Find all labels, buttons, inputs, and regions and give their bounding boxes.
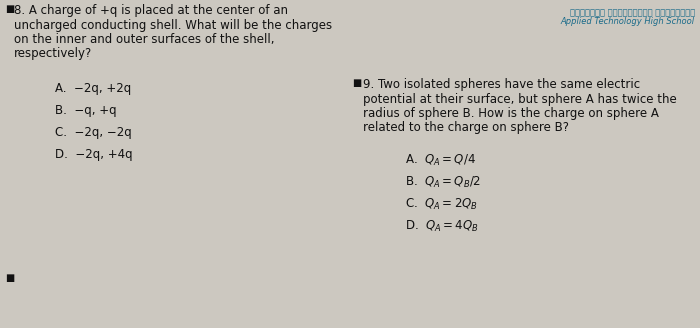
Text: ■: ■: [352, 78, 361, 88]
Text: B.  $Q_A = Q_B/2$: B. $Q_A = Q_B/2$: [405, 175, 481, 190]
Text: uncharged conducting shell. What will be the charges: uncharged conducting shell. What will be…: [14, 18, 332, 31]
Text: C.  −2q, −2q: C. −2q, −2q: [55, 126, 132, 139]
Text: 8. A charge of +q is placed at the center of an: 8. A charge of +q is placed at the cente…: [14, 4, 288, 17]
Text: on the inner and outer surfaces of the shell,: on the inner and outer surfaces of the s…: [14, 33, 274, 46]
Text: potential at their surface, but sphere A has twice the: potential at their surface, but sphere A…: [363, 92, 677, 106]
Text: التقنية التطبيقية الثانوية: التقنية التطبيقية الثانوية: [570, 8, 695, 17]
Text: C.  $Q_A = 2Q_B$: C. $Q_A = 2Q_B$: [405, 197, 478, 212]
Text: radius of sphere B. How is the charge on sphere A: radius of sphere B. How is the charge on…: [363, 107, 659, 120]
Text: ■: ■: [5, 4, 14, 14]
Text: respectively?: respectively?: [14, 48, 92, 60]
Text: D.  $Q_A = 4Q_B$: D. $Q_A = 4Q_B$: [405, 219, 479, 234]
Text: 9. Two isolated spheres have the same electric: 9. Two isolated spheres have the same el…: [363, 78, 640, 91]
Text: A.  $Q_A = Q/4$: A. $Q_A = Q/4$: [405, 153, 476, 168]
Text: D.  −2q, +4q: D. −2q, +4q: [55, 148, 132, 161]
Text: related to the charge on sphere B?: related to the charge on sphere B?: [363, 121, 569, 134]
Text: ■: ■: [5, 273, 14, 283]
Text: Applied Technology High School: Applied Technology High School: [561, 17, 695, 26]
Text: B.  −q, +q: B. −q, +q: [55, 104, 117, 117]
Text: A.  −2q, +2q: A. −2q, +2q: [55, 82, 132, 95]
